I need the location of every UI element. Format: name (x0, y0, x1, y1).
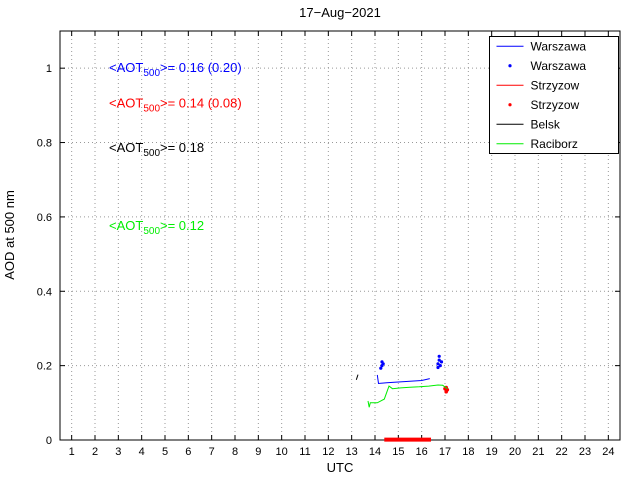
series-warszawa-dots-marker (438, 364, 442, 368)
axes: 1 2 3 4 5 6 7 8 9 10 11 12 13 14 15 16 17 18 19 20 21 22 23 240… (37, 30, 621, 458)
aot-annotation-0: <AOT500>= 0.16 (0.20) (109, 60, 242, 79)
x-tick-label: 18 (462, 446, 474, 458)
x-tick-label: 11 (299, 446, 310, 458)
x-tick-label: 3 (115, 446, 121, 458)
legend-dot-sample (508, 103, 512, 107)
legend-box (489, 36, 619, 154)
x-tick-label: 23 (579, 446, 591, 458)
x-tick-label: 8 (232, 446, 238, 458)
legend-label: Strzyzow (531, 78, 580, 92)
legend-label: Belsk (531, 117, 561, 131)
x-tick-label: 19 (486, 446, 498, 458)
series-warszawa-dots-marker (379, 366, 383, 370)
x-tick-label: 5 (162, 446, 168, 458)
legend-label: Warszawa (531, 59, 587, 73)
x-tick-label: 9 (255, 446, 261, 458)
x-tick-label: 17 (439, 446, 451, 458)
series-warszawa-line (376, 374, 430, 385)
x-tick-label: 6 (185, 446, 191, 458)
legend-dot-sample (508, 64, 512, 68)
y-tick-label: 0.6 (37, 212, 52, 224)
aot-annotation-2: <AOT500>= 0.18 (109, 140, 204, 159)
series-warszawa-dots-marker (381, 362, 385, 366)
x-tick-label: 16 (416, 446, 428, 458)
y-tick-label: 0.2 (37, 361, 52, 373)
x-tick-label: 2 (92, 446, 98, 458)
x-tick-label: 20 (509, 446, 521, 458)
series-warszawa-dots-marker (439, 360, 444, 364)
y-tick-label: 0.8 (37, 138, 52, 150)
x-tick-label: 4 (139, 446, 145, 458)
series-raciborz-line (367, 384, 448, 408)
series-warszawa-dots-marker (436, 365, 440, 370)
y-axis-label: AOD at 500 nm (2, 190, 17, 280)
aot-annotation-1: <AOT500>= 0.14 (0.08) (109, 96, 242, 115)
x-tick-label: 13 (346, 446, 358, 458)
x-tick-label: 1 (69, 446, 75, 458)
annotations: <AOT500>= 0.16 (0.20) <AOT500>= 0.14 (0.0… (109, 60, 242, 237)
aot-annotation-3: <AOT500>= 0.12 (109, 218, 204, 237)
x-tick-label: 24 (602, 446, 614, 458)
x-tick-label: 14 (369, 446, 381, 458)
series-belsk-line (355, 374, 359, 380)
x-axis-label: UTC (327, 460, 354, 475)
legend-label: Raciborz (531, 137, 578, 151)
series (355, 354, 450, 442)
series-warszawa-dots-marker (436, 362, 440, 366)
legend-label: Warszawa (531, 39, 587, 53)
x-tick-label: 22 (556, 446, 568, 458)
series-warszawa-dots-marker (437, 358, 441, 362)
x-tick-label: 12 (322, 446, 334, 458)
y-tick-label: 0 (46, 435, 52, 447)
legend-label: Strzyzow (531, 98, 580, 112)
axis-box (59, 30, 621, 441)
x-tick-label: 7 (209, 446, 215, 458)
y-tick-label: 1 (46, 63, 52, 75)
series-warszawa-dots-marker (437, 354, 441, 358)
x-tick-label: 15 (392, 446, 404, 458)
legend: Warszawa Warszawa Strzyzow Strzyzow Belsk Rac… (489, 36, 619, 154)
chart-title: 17−Aug−2021 (299, 5, 381, 20)
y-tick-label: 0.4 (37, 286, 52, 298)
x-tick-label: 21 (532, 446, 544, 458)
x-tick-label: 10 (276, 446, 288, 458)
